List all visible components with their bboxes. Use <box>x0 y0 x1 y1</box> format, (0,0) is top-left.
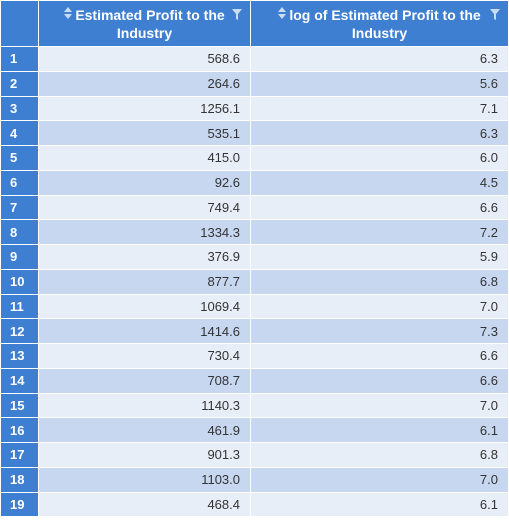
log-profit-cell: 6.3 <box>250 120 509 146</box>
log-profit-cell: 6.1 <box>250 491 509 518</box>
profit-cell: 468.4 <box>38 491 251 518</box>
log-profit-cell: 6.6 <box>250 367 509 394</box>
log-profit-cell: 6.8 <box>250 442 509 468</box>
table-row[interactable]: 10 877.7 6.8 <box>0 268 509 295</box>
profit-cell: 376.9 <box>38 244 251 270</box>
profit-cell: 535.1 <box>38 120 251 146</box>
table-row[interactable]: 2 264.6 5.6 <box>0 70 509 97</box>
table-row[interactable]: 11 1069.4 7.0 <box>0 293 509 320</box>
row-index-cell: 9 <box>0 244 39 270</box>
sort-icon[interactable] <box>278 6 287 19</box>
table-row[interactable]: 7 749.4 6.6 <box>0 194 509 221</box>
table-row[interactable]: 1 568.6 6.3 <box>0 46 509 72</box>
table-row[interactable]: 6 92.6 4.5 <box>0 169 509 196</box>
profit-cell: 568.6 <box>38 46 251 72</box>
row-index-cell: 2 <box>0 70 39 97</box>
row-index-cell: 15 <box>0 392 39 419</box>
index-header-cell <box>0 0 39 47</box>
row-index-cell: 16 <box>0 417 39 443</box>
log-profit-cell: 7.3 <box>250 318 509 344</box>
row-index-cell: 12 <box>0 318 39 344</box>
log-profit-cell: 7.1 <box>250 95 509 122</box>
log-profit-cell: 6.1 <box>250 417 509 443</box>
row-index-cell: 10 <box>0 268 39 295</box>
column-header-log-profit[interactable]: log of Estimated Profit to the Industry <box>250 0 509 47</box>
column-header-profit[interactable]: Estimated Profit to the Industry <box>38 0 251 47</box>
row-index-cell: 14 <box>0 367 39 394</box>
table-row[interactable]: 4 535.1 6.3 <box>0 120 509 146</box>
row-index-cell: 4 <box>0 120 39 146</box>
row-index-cell: 13 <box>0 343 39 369</box>
table-row[interactable]: 14 708.7 6.6 <box>0 367 509 394</box>
table-row[interactable]: 5 415.0 6.0 <box>0 145 509 171</box>
log-profit-cell: 6.8 <box>250 268 509 295</box>
profit-cell: 749.4 <box>38 194 251 221</box>
profit-cell: 708.7 <box>38 367 251 394</box>
sort-icon[interactable] <box>64 6 73 19</box>
row-index-cell: 3 <box>0 95 39 122</box>
log-profit-cell: 6.0 <box>250 145 509 171</box>
log-profit-cell: 7.0 <box>250 392 509 419</box>
table-row[interactable]: 13 730.4 6.6 <box>0 343 509 369</box>
table-row[interactable]: 9 376.9 5.9 <box>0 244 509 270</box>
table-row[interactable]: 17 901.3 6.8 <box>0 442 509 468</box>
profit-cell: 877.7 <box>38 268 251 295</box>
profit-cell: 264.6 <box>38 70 251 97</box>
row-index-cell: 19 <box>0 491 39 518</box>
row-index-cell: 6 <box>0 169 39 196</box>
profit-cell: 1069.4 <box>38 293 251 320</box>
profit-cell: 1414.6 <box>38 318 251 344</box>
profit-cell: 901.3 <box>38 442 251 468</box>
row-index-cell: 1 <box>0 46 39 72</box>
profit-cell: 1334.3 <box>38 219 251 245</box>
row-index-cell: 17 <box>0 442 39 468</box>
profit-cell: 1256.1 <box>38 95 251 122</box>
row-index-cell: 11 <box>0 293 39 320</box>
log-profit-cell: 6.3 <box>250 46 509 72</box>
table-row[interactable]: 8 1334.3 7.2 <box>0 219 509 245</box>
column-header-label: Estimated Profit to the Industry <box>75 6 225 41</box>
table-row[interactable]: 18 1103.0 7.0 <box>0 466 509 493</box>
profit-cell: 730.4 <box>38 343 251 369</box>
log-profit-cell: 6.6 <box>250 343 509 369</box>
row-index-cell: 8 <box>0 219 39 245</box>
profit-cell: 415.0 <box>38 145 251 171</box>
log-profit-cell: 4.5 <box>250 169 509 196</box>
log-profit-cell: 5.6 <box>250 70 509 97</box>
table-row[interactable]: 12 1414.6 7.3 <box>0 318 509 344</box>
table-row[interactable]: 19 468.4 6.1 <box>0 491 509 518</box>
table-row[interactable]: 16 461.9 6.1 <box>0 417 509 443</box>
profit-cell: 461.9 <box>38 417 251 443</box>
profit-cell: 92.6 <box>38 169 251 196</box>
row-index-cell: 18 <box>0 466 39 493</box>
row-index-cell: 7 <box>0 194 39 221</box>
profit-cell: 1140.3 <box>38 392 251 419</box>
table-row[interactable]: 15 1140.3 7.0 <box>0 392 509 419</box>
table-body: 1 568.6 6.3 2 264.6 5.6 3 1256.1 7.1 4 535.1 6.3 5 41… <box>0 46 509 518</box>
column-header-label: log of Estimated Profit to the Industry <box>289 6 481 41</box>
log-profit-cell: 5.9 <box>250 244 509 270</box>
filter-icon[interactable] <box>232 9 242 20</box>
table-row[interactable]: 3 1256.1 7.1 <box>0 95 509 122</box>
log-profit-cell: 6.6 <box>250 194 509 221</box>
header-row: Estimated Profit to the Industry log of … <box>0 0 509 47</box>
filter-icon[interactable] <box>490 9 500 20</box>
log-profit-cell: 7.0 <box>250 466 509 493</box>
log-profit-cell: 7.0 <box>250 293 509 320</box>
profit-cell: 1103.0 <box>38 466 251 493</box>
log-profit-cell: 7.2 <box>250 219 509 245</box>
row-index-cell: 5 <box>0 145 39 171</box>
